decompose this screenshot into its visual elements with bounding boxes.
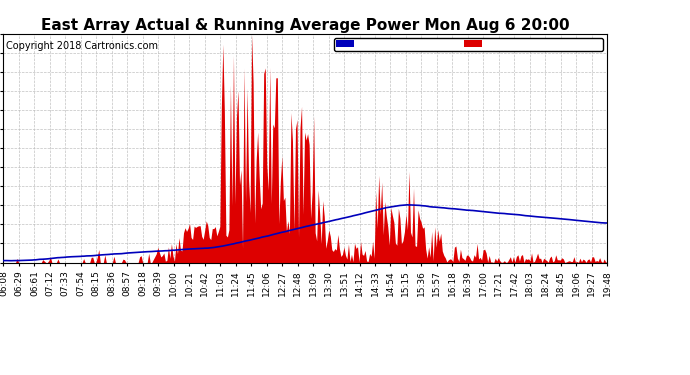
Title: East Array Actual & Running Average Power Mon Aug 6 20:00: East Array Actual & Running Average Powe…	[41, 18, 570, 33]
Text: Copyright 2018 Cartronics.com: Copyright 2018 Cartronics.com	[6, 40, 159, 51]
Legend: Average (DC Watts), East Array (DC Watts): Average (DC Watts), East Array (DC Watts…	[335, 38, 602, 51]
